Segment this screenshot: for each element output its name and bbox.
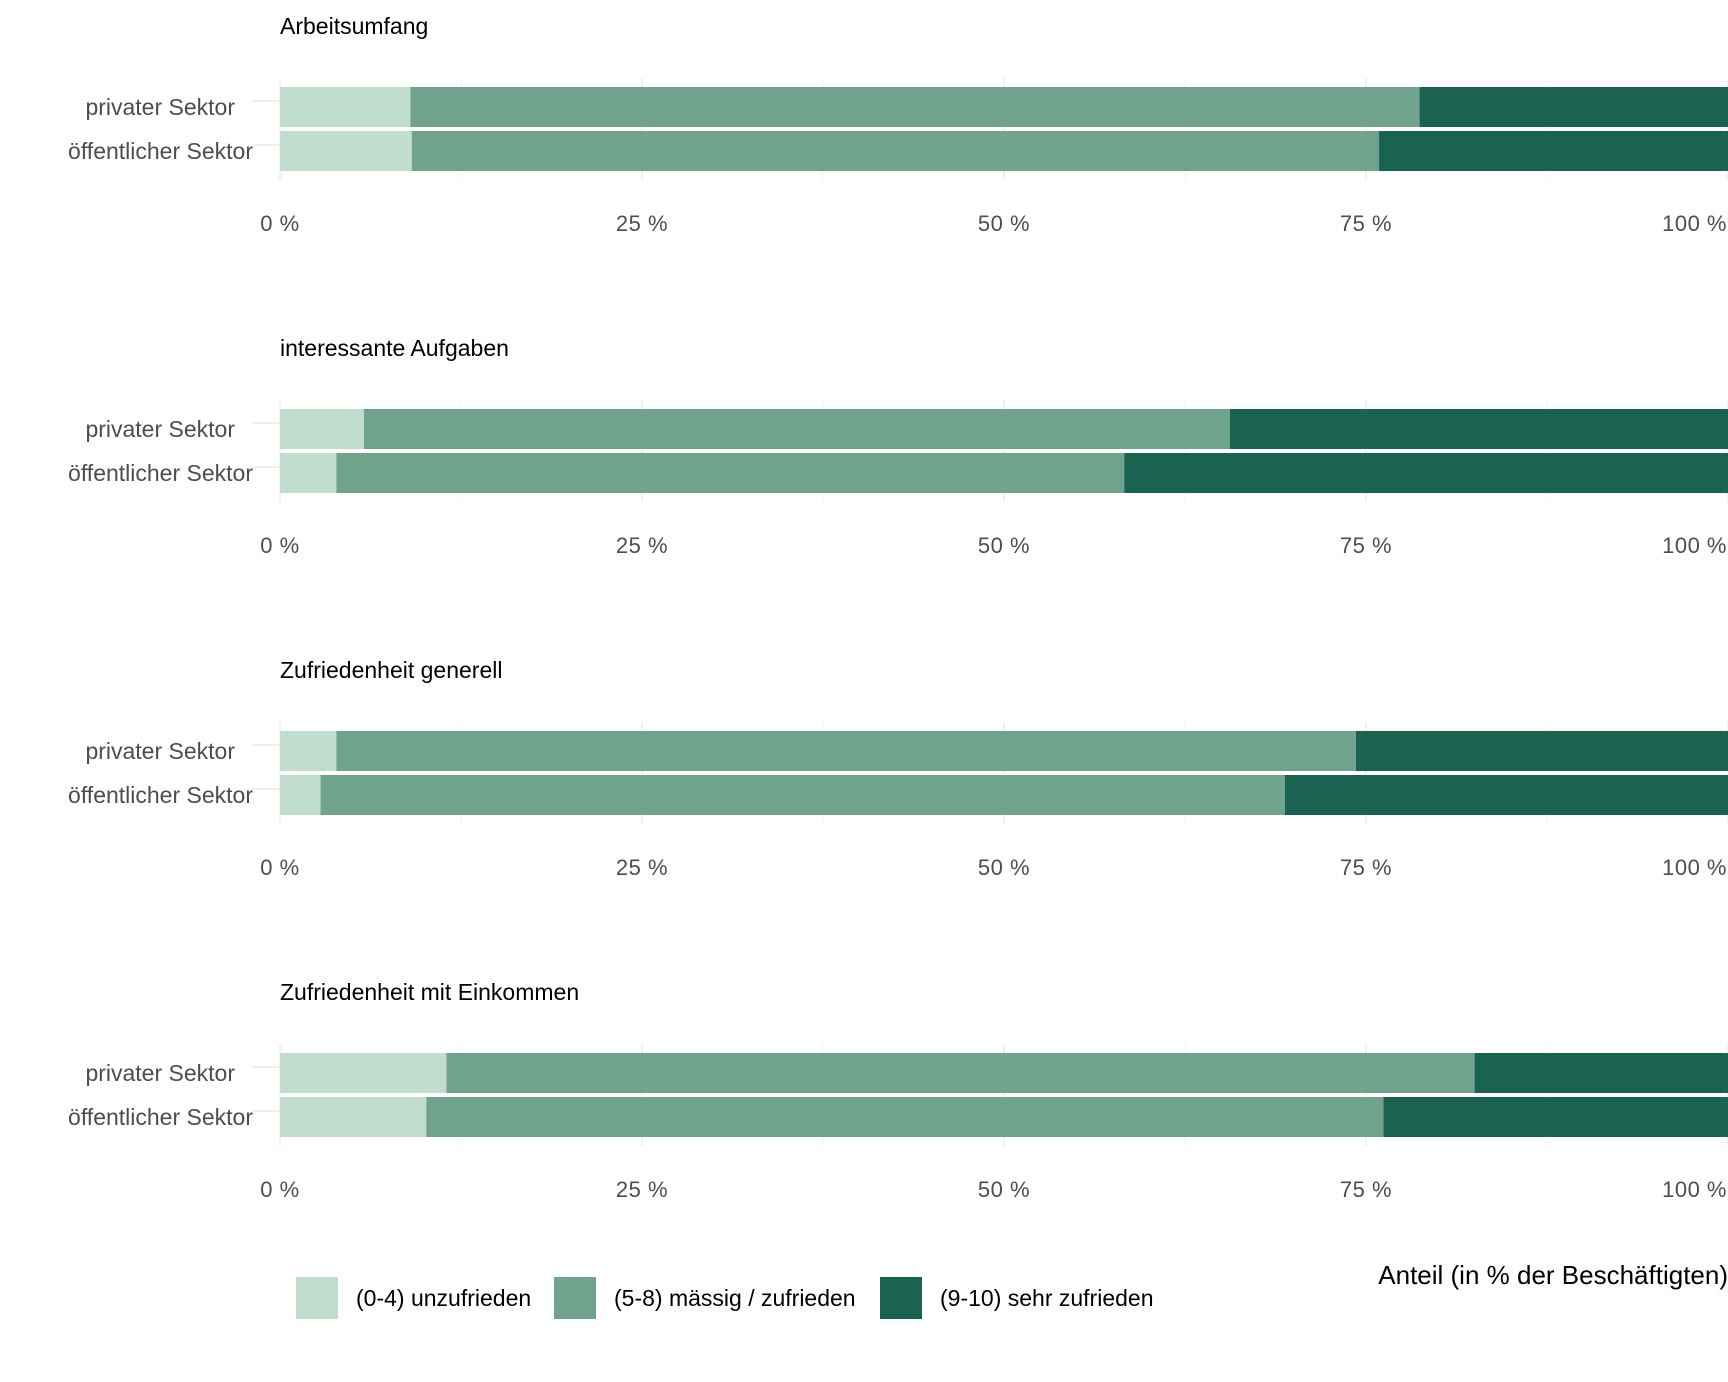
legend-swatch [554,1277,596,1319]
x-tick-label: 75 % [1340,211,1392,236]
chart-panels: Arbeitsumfang privater Sektor öffentlicher… [68,13,1728,1202]
bar-segment-3 [1284,775,1728,815]
x-axis-title: Anteil (in % der Beschäftigten) [1378,1260,1728,1290]
bar-segment-2 [320,775,1285,815]
x-tick-label: 0 % [260,1177,299,1202]
x-tick-label: 0 % [260,533,299,558]
bar-segment-2 [426,1097,1384,1137]
category-label: öffentlicher Sektor [68,138,253,164]
bar-segment-1 [280,775,321,815]
x-tick-label: 100 % [1662,1177,1727,1202]
panel-3: Zufriedenheit generell privater Sektor öff… [68,657,1728,880]
bar-segment-3 [1379,131,1728,171]
panel-title: interessante Aufgaben [280,335,509,361]
x-tick-label: 100 % [1662,533,1727,558]
bar-segment-2 [410,87,1420,127]
panel-4: Zufriedenheit mit Einkommen privater Sekt… [68,979,1728,1202]
legend-label: (5-8) mässig / zufrieden [614,1285,856,1311]
bar-segment-1 [280,731,337,771]
legend-item-3: (9-10) sehr zufrieden [880,1277,1154,1319]
x-tick-label: 25 % [616,211,668,236]
legend: (0-4) unzufrieden (5-8) mässig / zufriede… [296,1277,1154,1319]
panel-title: Zufriedenheit mit Einkommen [280,979,579,1005]
x-tick-label: 0 % [260,855,299,880]
category-label: privater Sektor [85,738,235,764]
x-tick-label: 50 % [978,1177,1030,1202]
x-tick-label: 50 % [978,211,1030,236]
bar-segment-3 [1474,1053,1728,1093]
x-tick-label: 25 % [616,533,668,558]
category-label: privater Sektor [85,94,235,120]
panel-title: Arbeitsumfang [280,13,428,39]
category-label: öffentlicher Sektor [68,782,253,808]
x-tick-label: 50 % [978,855,1030,880]
bar-segment-2 [363,409,1230,449]
bar-segment-2 [411,131,1380,171]
bar-segment-2 [336,731,1356,771]
panel-2: interessante Aufgaben privater Sektor öffe… [68,335,1728,558]
bar-segment-2 [446,1053,1475,1093]
x-tick-label: 0 % [260,211,299,236]
category-label: öffentlicher Sektor [68,460,253,486]
x-tick-label: 75 % [1340,855,1392,880]
x-tick-label: 50 % [978,533,1030,558]
bar-segment-3 [1355,731,1728,771]
x-tick-label: 25 % [616,1177,668,1202]
bar-segment-3 [1383,1097,1728,1137]
bar-segment-2 [336,453,1125,493]
bar-segment-1 [280,87,411,127]
bar-segment-3 [1419,87,1728,127]
x-tick-label: 75 % [1340,533,1392,558]
legend-item-1: (0-4) unzufrieden [296,1277,531,1319]
legend-swatch [296,1277,338,1319]
x-tick-label: 100 % [1662,211,1727,236]
bar-segment-1 [280,409,364,449]
bar-segment-3 [1229,409,1728,449]
x-tick-label: 25 % [616,855,668,880]
category-label: privater Sektor [85,416,235,442]
x-tick-label: 100 % [1662,855,1727,880]
legend-label: (9-10) sehr zufrieden [940,1285,1154,1311]
legend-label: (0-4) unzufrieden [356,1285,531,1311]
bar-segment-1 [280,453,337,493]
bar-segment-1 [280,1053,447,1093]
category-label: öffentlicher Sektor [68,1104,253,1130]
x-tick-label: 75 % [1340,1177,1392,1202]
legend-item-2: (5-8) mässig / zufrieden [554,1277,856,1319]
bar-segment-1 [280,131,412,171]
category-label: privater Sektor [85,1060,235,1086]
bar-segment-3 [1124,453,1728,493]
panel-title: Zufriedenheit generell [280,657,502,683]
legend-swatch [880,1277,922,1319]
bar-segment-1 [280,1097,427,1137]
panel-1: Arbeitsumfang privater Sektor öffentlicher… [68,13,1728,236]
